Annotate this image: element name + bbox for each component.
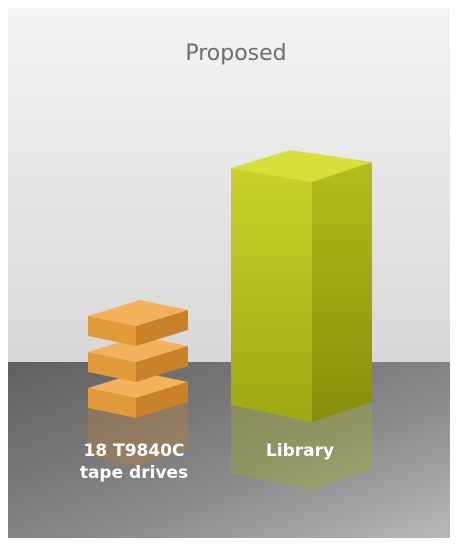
item-label: Library — [266, 441, 334, 461]
item-label: tape drives — [80, 463, 188, 483]
floor — [8, 362, 450, 538]
library-box — [231, 150, 372, 490]
item-label: 18 T9840C — [84, 441, 185, 461]
title: Proposed — [185, 41, 286, 66]
tape-drive-stack — [88, 300, 188, 466]
